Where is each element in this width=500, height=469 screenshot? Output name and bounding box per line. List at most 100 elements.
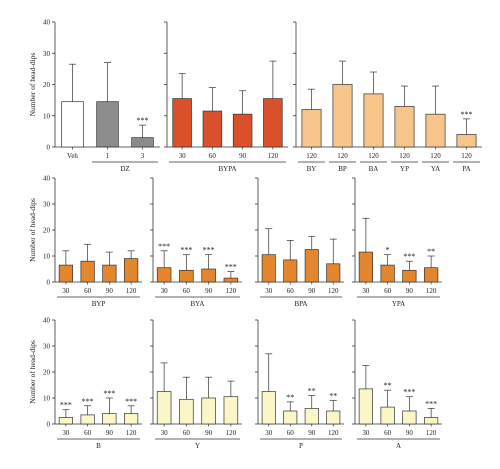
panel-8-bar-2 — [201, 397, 216, 425]
panel-7-x-tick-label-0: 30 — [62, 429, 70, 437]
panel-7-bar-3 — [124, 413, 139, 425]
panel-6-group-label-0: YPA — [392, 300, 405, 308]
panel-3-bar-3 — [124, 258, 139, 283]
panel-3-y-axis-title: Number of head-dips — [28, 198, 37, 262]
panel-0-bar-2 — [131, 137, 154, 148]
panel-0-y-tick-label: 20 — [43, 81, 51, 89]
panel-2-x-tick-label-5: 120 — [461, 152, 472, 160]
panel-10-x-tick-label-3: 120 — [426, 429, 437, 437]
panel-4-x-tick-label-3: 120 — [226, 287, 237, 295]
panel-8-x-tick-label-2: 90 — [205, 429, 213, 437]
panel-5-x-tick-label-2: 90 — [308, 287, 316, 295]
panel-3-y-tick-label: 20 — [43, 227, 51, 235]
panel-2-bar-5 — [456, 134, 477, 148]
panel-6-bar-0 — [358, 251, 373, 283]
panel-7-y-tick-label: 0 — [47, 421, 51, 429]
panel-0-bar-0 — [61, 101, 84, 148]
panel-8-bar-1 — [179, 398, 194, 425]
panel-0-x-tick-label-2: 3 — [141, 152, 145, 160]
panel-9-x-tick-label-3: 120 — [328, 429, 339, 437]
panel-9-bar-1 — [283, 410, 298, 425]
panel-4-significance-2: *** — [203, 246, 215, 255]
panel-6-bar-3 — [424, 267, 439, 283]
panel-9-group-label-0: P — [299, 442, 303, 450]
panel-10-significance-2: *** — [403, 388, 415, 397]
panel-7-y-axis-title: Number of head-dips — [28, 340, 37, 404]
panel-7-y-tick-label: 10 — [43, 395, 51, 403]
panel-5-x-tick-label-3: 120 — [328, 287, 339, 295]
panel-10-significance-1: ** — [384, 381, 392, 390]
panel-7-bar-0 — [58, 417, 73, 425]
panel-9-x-tick-label-2: 90 — [308, 429, 316, 437]
panel-8-group-label-0: Y — [195, 442, 200, 450]
panel-8-x-tick-label-0: 30 — [161, 429, 169, 437]
panel-4-bar-2 — [201, 268, 216, 283]
panel-6-significance-1: * — [386, 246, 390, 255]
panel-4-significance-3: *** — [225, 263, 237, 272]
panel-3-bar-0 — [58, 264, 73, 283]
panel-3-bar-2 — [102, 264, 117, 283]
panel-2-group-label-4: YA — [431, 165, 440, 173]
panel-0-x-tick-label-1: 1 — [106, 152, 110, 160]
panel-6-x-tick-label-3: 120 — [426, 287, 437, 295]
panel-5-bar-0 — [261, 254, 276, 283]
panel-0-x-tick-label-0: Veh — [67, 152, 78, 160]
panel-1-group-label-0: BYPA — [218, 165, 236, 173]
panel-5-bar-2 — [304, 249, 319, 283]
panel-1-x-tick-label-2: 90 — [239, 152, 247, 160]
panel-7-x-tick-label-1: 60 — [84, 429, 92, 437]
panel-1-bar-2 — [232, 113, 253, 148]
panel-3-x-tick-label-3: 120 — [126, 287, 137, 295]
panel-3-y-tick-label: 0 — [47, 279, 51, 287]
panel-4-group-label-0: BYA — [190, 300, 204, 308]
panel-9-x-tick-label-0: 30 — [265, 429, 273, 437]
panel-7-significance-3: *** — [125, 397, 137, 406]
panel-2-significance-5: *** — [461, 110, 473, 119]
panel-6-bar-2 — [402, 269, 417, 283]
panel-7-y-tick-label: 30 — [43, 343, 51, 351]
panel-6-significance-2: *** — [403, 252, 415, 261]
panel-10-significance-3: *** — [425, 399, 437, 408]
panel-2-group-label-3: YP — [400, 165, 409, 173]
panel-7-y-tick-label: 20 — [43, 369, 51, 377]
panel-0-y-tick-label: 40 — [43, 19, 51, 27]
panel-5-bar-3 — [326, 263, 341, 283]
panel-3-group-label-0: BYP — [92, 300, 106, 308]
panel-7-x-tick-label-2: 90 — [106, 429, 114, 437]
panel-3-y-tick-label: 40 — [43, 175, 51, 183]
panel-1-x-tick-label-0: 30 — [179, 152, 187, 160]
panel-2-group-label-2: BA — [369, 165, 379, 173]
panel-1-x-tick-label-1: 60 — [209, 152, 217, 160]
panel-2-x-tick-label-1: 120 — [337, 152, 348, 160]
panel-8-bar-0 — [156, 391, 172, 425]
panel-7-significance-2: *** — [103, 389, 115, 398]
panel-3-bar-1 — [80, 260, 95, 283]
panel-5-x-tick-label-1: 60 — [287, 287, 295, 295]
panel-6-significance-3: ** — [427, 247, 435, 256]
panel-4-x-tick-label-2: 90 — [205, 287, 213, 295]
panel-2-bar-3 — [394, 106, 415, 148]
panel-0-bar-1 — [96, 101, 119, 148]
panel-2-bar-0 — [301, 109, 322, 148]
panel-0-y-tick-label: 0 — [47, 144, 51, 152]
panel-5-x-tick-label-0: 30 — [265, 287, 273, 295]
panel-2-x-tick-label-3: 120 — [399, 152, 410, 160]
panel-8-x-tick-label-3: 120 — [226, 429, 237, 437]
panel-6-bar-1 — [380, 264, 395, 283]
panel-7-bar-1 — [80, 414, 95, 425]
panel-7-significance-0: *** — [60, 401, 72, 410]
panel-1-bar-1 — [202, 110, 223, 148]
panel-5-bar-1 — [283, 259, 298, 283]
panel-7-x-tick-label-3: 120 — [126, 429, 137, 437]
panel-9-bar-2 — [304, 408, 319, 425]
panel-10-x-tick-label-2: 90 — [406, 429, 414, 437]
panel-6-x-tick-label-1: 60 — [384, 287, 392, 295]
panel-1-bar-3 — [263, 98, 283, 148]
panel-4-bar-0 — [156, 267, 172, 283]
panel-2-group-label-5: PA — [462, 165, 470, 173]
panel-2-x-tick-label-0: 120 — [306, 152, 317, 160]
panel-3-x-tick-label-0: 30 — [62, 287, 70, 295]
panel-8-x-tick-label-1: 60 — [183, 429, 191, 437]
